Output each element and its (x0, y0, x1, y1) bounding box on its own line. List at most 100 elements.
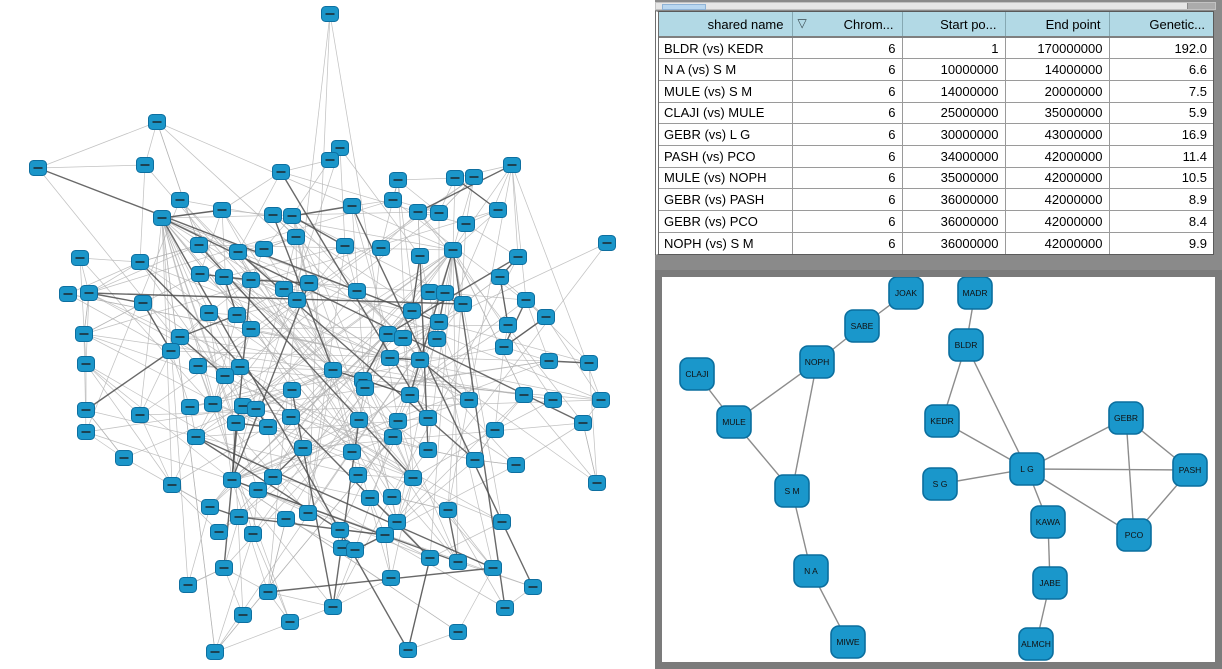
cell-value[interactable]: 42000000 (1005, 188, 1110, 211)
network-node[interactable] (544, 392, 562, 408)
network-node[interactable] (439, 502, 457, 518)
network-node[interactable] (80, 285, 98, 301)
network-node[interactable] (321, 152, 339, 168)
network-node[interactable] (134, 295, 152, 311)
network-node[interactable] (421, 550, 439, 566)
network-node[interactable] (574, 415, 592, 431)
network-node[interactable] (216, 368, 234, 384)
table-row[interactable]: GEBR (vs) L G 6 30000000 43000000 16.9 (659, 123, 1213, 146)
network-node[interactable] (457, 216, 475, 232)
sub-network-node-shape[interactable] (679, 357, 715, 391)
cell-value[interactable]: 6 (792, 37, 903, 60)
network-node[interactable] (115, 450, 133, 466)
network-node[interactable] (204, 396, 222, 412)
column-header-2[interactable]: Start po... (902, 12, 1006, 38)
table-row[interactable]: BLDR (vs) KEDR 6 1 170000000 192.0 (659, 37, 1213, 60)
network-node[interactable] (466, 452, 484, 468)
network-node[interactable] (383, 489, 401, 505)
sub-network-node-shape[interactable] (774, 474, 810, 508)
network-node[interactable] (200, 305, 218, 321)
sub-network-node-shape[interactable] (1172, 453, 1208, 487)
cell-shared-name[interactable]: MULE (vs) S M (659, 80, 793, 103)
network-node[interactable] (343, 444, 361, 460)
network-node[interactable] (163, 477, 181, 493)
sub-network-node-pco[interactable]: PCO (1116, 518, 1152, 552)
column-header-3[interactable]: End point (1005, 12, 1110, 38)
sub-network-node-sabe[interactable]: SABE (844, 309, 880, 343)
sub-network-node-shape[interactable] (888, 277, 924, 310)
network-node[interactable] (348, 283, 366, 299)
network-node[interactable] (244, 526, 262, 542)
network-node[interactable] (299, 505, 317, 521)
network-node[interactable] (343, 198, 361, 214)
network-node[interactable] (384, 429, 402, 445)
network-node[interactable] (247, 401, 265, 417)
network-node[interactable] (389, 413, 407, 429)
network-node[interactable] (275, 281, 293, 297)
network-node[interactable] (349, 467, 367, 483)
sub-network-node-almch[interactable]: ALMCH (1018, 627, 1054, 661)
sub-network-node-s-g[interactable]: S G (922, 467, 958, 501)
network-node[interactable] (465, 169, 483, 185)
network-node[interactable] (389, 172, 407, 188)
network-node[interactable] (446, 170, 464, 186)
network-node[interactable] (29, 160, 47, 176)
cell-value[interactable]: 14000000 (1005, 58, 1110, 81)
sub-network-node-joak[interactable]: JOAK (888, 277, 924, 310)
network-node[interactable] (384, 192, 402, 208)
network-node[interactable] (444, 242, 462, 258)
network-node[interactable] (524, 579, 542, 595)
sub-network-canvas[interactable]: JOAK SABE NOPH CLAJI MULE S M N A MIWE MADR BLDR K… (662, 277, 1215, 662)
table-row[interactable]: GEBR (vs) PASH 6 36000000 42000000 8.9 (659, 188, 1213, 211)
sub-network-node-shape[interactable] (1030, 505, 1066, 539)
sub-network-node-s-m[interactable]: S M (774, 474, 810, 508)
sub-network-node-bldr[interactable]: BLDR (948, 328, 984, 362)
network-node[interactable] (588, 475, 606, 491)
network-node[interactable] (272, 164, 290, 180)
network-node[interactable] (430, 314, 448, 330)
network-node[interactable] (381, 350, 399, 366)
network-node[interactable] (242, 272, 260, 288)
cell-value[interactable]: 6 (792, 80, 903, 103)
network-node[interactable] (179, 577, 197, 593)
cell-value[interactable]: 42000000 (1005, 232, 1110, 254)
network-node[interactable] (503, 157, 521, 173)
network-node[interactable] (281, 614, 299, 630)
network-node[interactable] (507, 457, 525, 473)
network-node[interactable] (509, 249, 527, 265)
cell-value[interactable]: 7.5 (1109, 80, 1213, 103)
network-node[interactable] (409, 204, 427, 220)
table-row[interactable]: CLAJI (vs) MULE 6 25000000 35000000 5.9 (659, 102, 1213, 125)
network-node[interactable] (264, 469, 282, 485)
network-node[interactable] (331, 140, 349, 156)
network-node[interactable] (515, 387, 533, 403)
sub-network-node-shape[interactable] (1018, 627, 1054, 661)
network-node[interactable] (419, 410, 437, 426)
network-node[interactable] (421, 284, 439, 300)
network-node[interactable] (249, 482, 267, 498)
network-node[interactable] (264, 207, 282, 223)
network-node[interactable] (228, 307, 246, 323)
network-node[interactable] (71, 250, 89, 266)
cell-value[interactable]: 43000000 (1005, 123, 1110, 146)
sub-network-node-shape[interactable] (830, 625, 866, 659)
network-node[interactable] (493, 514, 511, 530)
network-node[interactable] (382, 570, 400, 586)
sub-network-node-pash[interactable]: PASH (1172, 453, 1208, 487)
network-node[interactable] (411, 248, 429, 264)
cell-value[interactable]: 10000000 (902, 58, 1006, 81)
network-node[interactable] (77, 424, 95, 440)
network-node[interactable] (331, 522, 349, 538)
network-node[interactable] (592, 392, 610, 408)
cell-value[interactable]: 42000000 (1005, 210, 1110, 233)
cell-value[interactable]: 25000000 (902, 102, 1006, 125)
network-node[interactable] (580, 355, 598, 371)
network-node[interactable] (287, 229, 305, 245)
network-node[interactable] (537, 309, 555, 325)
column-header-0[interactable]: shared name (659, 12, 793, 38)
network-node[interactable] (283, 208, 301, 224)
cell-value[interactable]: 6 (792, 188, 903, 211)
network-node[interactable] (181, 399, 199, 415)
network-node[interactable] (213, 202, 231, 218)
network-node[interactable] (372, 240, 390, 256)
